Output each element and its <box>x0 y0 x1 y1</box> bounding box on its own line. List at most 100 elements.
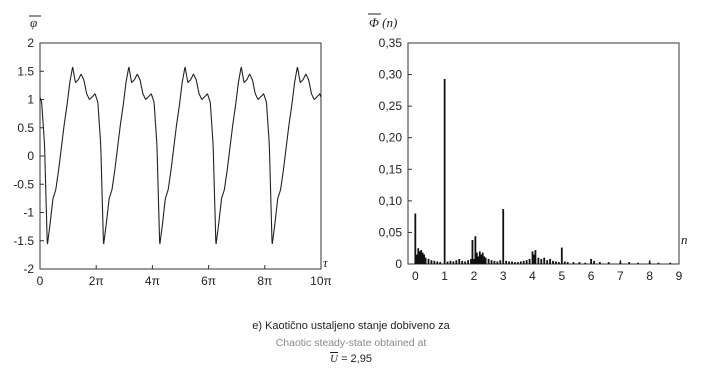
spectrum-bar <box>474 236 477 264</box>
spectrum-bar <box>480 254 483 264</box>
left-xlabel: τ <box>323 255 329 270</box>
spectrum-bar <box>537 257 540 264</box>
spectrum-bar <box>543 257 546 264</box>
right-x-tick-label: 2 <box>471 269 478 283</box>
right-x-tick-label: 9 <box>676 269 683 283</box>
caption-line-2: Chaotic steady-state obtained at <box>275 337 427 349</box>
spectrum-bar <box>560 247 563 264</box>
spectrum-bar <box>487 258 490 264</box>
left-y-tick-label: -2 <box>23 262 34 276</box>
spectrum-bar <box>669 262 672 264</box>
left-y-tick-label: 1.5 <box>17 64 34 78</box>
caption-variable: U <box>330 353 338 365</box>
left-x-tick-label: 8π <box>257 274 272 288</box>
spectrum-bar <box>499 260 502 264</box>
spectrum-bar <box>481 252 484 264</box>
right-x-tick-label: 3 <box>500 269 507 283</box>
spectrum-bar <box>455 260 458 264</box>
spectrum-bar <box>478 251 481 264</box>
right-x-tick-label: 6 <box>588 269 595 283</box>
spectrum-bar <box>475 252 478 264</box>
left-chart: φ 2 1.5 1 0.5 0 -0.5 -1 -1.5 -2 0 2π 4π 6π 8π 10π τ <box>13 15 332 288</box>
right-y-tick-label: 0 <box>395 257 402 271</box>
spectrum-bar <box>502 209 505 264</box>
spectrum-bar <box>415 254 418 264</box>
spectrum-bar <box>599 262 601 264</box>
spectrum-bar <box>424 257 427 264</box>
spectrum-bar <box>511 261 513 264</box>
spectrum-bar <box>458 258 461 264</box>
spectrum-bar <box>619 261 622 264</box>
right-x-ticks: 0 1 2 3 4 5 6 7 8 9 <box>412 260 683 283</box>
spectrum-bar <box>522 260 525 264</box>
left-y-ticks: 2 1.5 1 0.5 0 -0.5 -1 -1.5 -2 <box>13 36 44 276</box>
spectrum-bar <box>423 254 426 264</box>
spectrum-bar <box>439 262 442 264</box>
spectrum-bar <box>549 258 551 264</box>
spectrum-bar <box>420 250 423 264</box>
right-bars <box>414 78 672 265</box>
right-y-tick-label: 0,10 <box>379 194 403 208</box>
spectrum-bar <box>540 258 543 264</box>
spectrum-bar <box>637 262 639 264</box>
spectrum-bar <box>452 261 455 264</box>
right-x-tick-label: 0 <box>412 269 419 283</box>
spectrum-bar <box>436 261 439 264</box>
spectrum-bar <box>414 213 417 264</box>
spectrum-bar <box>427 258 430 264</box>
spectrum-bar <box>477 256 480 264</box>
spectrum-bar <box>555 261 557 264</box>
spectrum-bar <box>593 260 595 264</box>
spectrum-bar <box>449 260 452 264</box>
left-ylabel: φ <box>30 15 37 30</box>
spectrum-bar <box>483 256 486 264</box>
spectrum-bar <box>648 261 651 264</box>
spectrum-bar <box>505 260 508 264</box>
left-x-tick-label: 0 <box>37 274 44 288</box>
spectrum-bar <box>418 251 421 264</box>
spectrum-bar <box>563 261 566 264</box>
spectrum-bar <box>572 262 575 264</box>
left-x-ticks: 0 2π 4π 6π 8π 10π <box>37 265 332 288</box>
spectrum-bar <box>578 262 581 264</box>
right-xlabel: n <box>681 232 688 247</box>
right-y-tick-label: 0,35 <box>379 36 403 50</box>
spectrum-bar <box>430 260 433 264</box>
spectrum-bar <box>590 258 593 264</box>
left-y-tick-label: 2 <box>27 36 34 50</box>
right-y-tick-label: 0,05 <box>379 225 403 239</box>
spectrum-bar <box>534 250 537 264</box>
left-phi-curve <box>39 66 322 245</box>
left-y-tick-label: 1 <box>27 93 34 107</box>
spectrum-bar <box>519 261 522 264</box>
spectrum-bar <box>566 262 569 264</box>
spectrum-bar <box>421 252 424 264</box>
spectrum-bar <box>516 262 519 264</box>
spectrum-bar <box>473 258 475 264</box>
right-x-tick-label: 8 <box>646 269 653 283</box>
spectrum-bar <box>496 261 499 264</box>
spectrum-bar <box>525 260 528 264</box>
spectrum-bar <box>417 248 420 264</box>
right-plot-frame <box>407 42 680 265</box>
caption-value: = 2,95 <box>341 353 372 365</box>
right-chart: Φ (n) 0,35 0,30 0,25 0,20 0,15 0,10 0,05 0 0 1 2 3… <box>368 13 688 283</box>
caption-line-1: e) Kaotično ustaljeno stanje dobiveno za <box>252 320 450 332</box>
spectrum-bar <box>607 262 610 264</box>
left-y-tick-label: 0.5 <box>17 121 34 135</box>
right-y-tick-label: 0,20 <box>379 131 403 145</box>
spectrum-bar <box>493 260 496 264</box>
spectrum-bar <box>433 260 436 264</box>
spectrum-bar <box>546 260 549 264</box>
left-y-tick-label: 0 <box>27 149 34 163</box>
spectrum-bar <box>657 262 660 264</box>
left-x-tick-label: 4π <box>145 274 160 288</box>
spectrum-bar <box>490 260 493 264</box>
spectrum-bar <box>471 240 474 264</box>
spectrum-bar <box>443 78 446 265</box>
spectrum-bar <box>552 260 554 264</box>
right-x-tick-label: 4 <box>529 269 536 283</box>
right-y-tick-label: 0,30 <box>379 68 403 82</box>
spectrum-bar <box>531 251 534 264</box>
